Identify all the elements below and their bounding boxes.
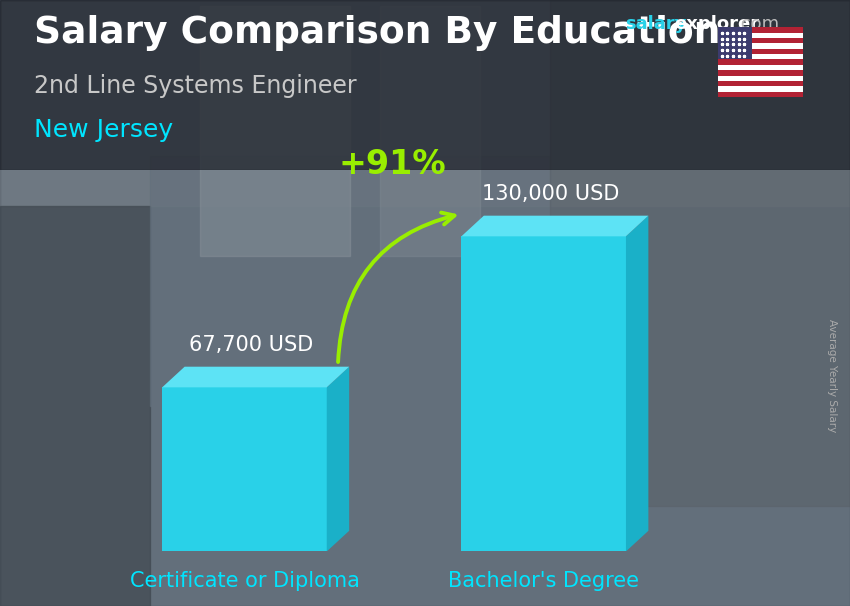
Polygon shape: [326, 367, 349, 551]
Text: 67,700 USD: 67,700 USD: [189, 335, 314, 355]
Bar: [0, 206, 150, 606]
Bar: [718, 65, 803, 70]
Bar: [718, 81, 803, 86]
Text: 2nd Line Systems Engineer: 2nd Line Systems Engineer: [34, 74, 357, 98]
Bar: [718, 27, 752, 59]
Text: Average Yearly Salary: Average Yearly Salary: [827, 319, 837, 432]
Bar: [718, 48, 803, 54]
Text: Salary Comparison By Education: Salary Comparison By Education: [34, 15, 720, 51]
Bar: [718, 76, 803, 81]
Bar: [718, 92, 803, 97]
Bar: [150, 156, 550, 406]
Bar: [200, 6, 350, 256]
Bar: [550, 0, 850, 506]
Text: salary: salary: [625, 15, 686, 33]
Text: New Jersey: New Jersey: [34, 118, 173, 142]
Bar: [718, 59, 803, 65]
Bar: [718, 86, 803, 92]
Bar: [718, 38, 803, 44]
Text: explorer: explorer: [674, 15, 759, 33]
Bar: [718, 54, 803, 59]
Text: +91%: +91%: [338, 148, 446, 181]
Polygon shape: [162, 367, 349, 387]
Polygon shape: [462, 216, 649, 236]
Bar: [380, 6, 480, 256]
Bar: [718, 27, 803, 33]
Bar: [0, 0, 850, 206]
Text: 130,000 USD: 130,000 USD: [482, 184, 619, 204]
Polygon shape: [626, 216, 649, 551]
Bar: [162, 387, 326, 551]
Bar: [462, 236, 626, 551]
Bar: [718, 70, 803, 76]
Bar: [718, 44, 803, 48]
Bar: [718, 33, 803, 38]
Text: .com: .com: [735, 15, 779, 33]
